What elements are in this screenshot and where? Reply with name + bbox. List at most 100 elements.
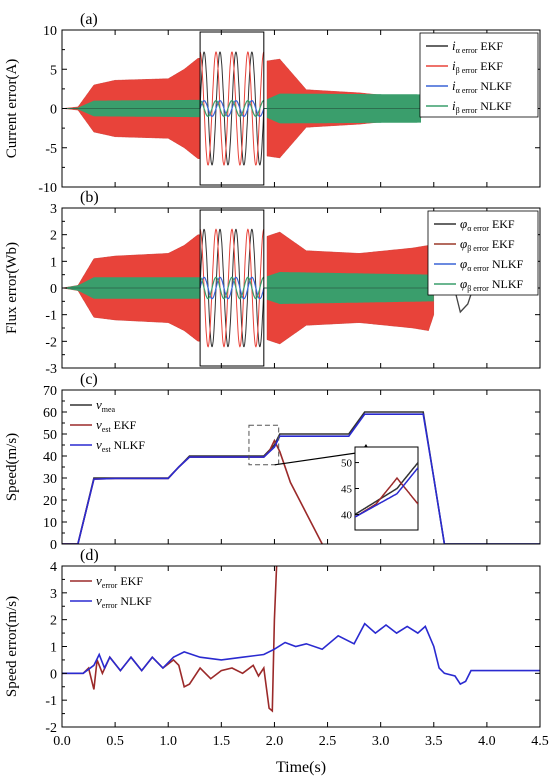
legend-entry-0: verror EKF bbox=[96, 573, 143, 590]
ytick-label-1: -1 bbox=[45, 694, 57, 709]
window-sine-beta-ekf bbox=[199, 51, 265, 166]
xtick-label-2: 1.0 bbox=[159, 734, 177, 749]
ytick-label-2: -1 bbox=[45, 309, 57, 324]
y-axis-label: Speed(m/s) bbox=[4, 433, 20, 501]
ytick-label-3: 5 bbox=[50, 63, 57, 78]
inset-series-0 bbox=[355, 462, 418, 516]
panel-label: (d) bbox=[80, 547, 99, 564]
y-axis-label: Flux error(Wb) bbox=[4, 242, 20, 334]
inset-ytick-label-0: 40 bbox=[341, 509, 353, 521]
legend-sub: α error bbox=[467, 224, 489, 233]
inset-ytick-label-2: 50 bbox=[341, 458, 353, 470]
legend-sub: α error bbox=[467, 264, 489, 273]
inset-frame bbox=[354, 446, 419, 531]
legend-sub: β error bbox=[456, 66, 478, 75]
y-axis-label: Speed error(m/s) bbox=[4, 596, 20, 697]
legend-sub: mea bbox=[102, 405, 116, 414]
legend-suffix: NLKF bbox=[489, 277, 524, 291]
window-frame bbox=[199, 31, 265, 186]
panel-2: 404550010203040506070Speed(m/s)(c)vmeave… bbox=[4, 371, 541, 553]
legend-sub: est bbox=[102, 425, 112, 434]
window-frame bbox=[199, 209, 265, 367]
inset-series-2 bbox=[355, 467, 418, 518]
xtick-label-9: 4.5 bbox=[531, 734, 549, 749]
legend-sym: v bbox=[96, 417, 102, 432]
legend-box bbox=[419, 32, 539, 118]
ytick-label-5: 50 bbox=[43, 428, 57, 443]
panel-label: (a) bbox=[80, 11, 98, 28]
panel-3: -2 -1 0 1 2 3 4 0.0 0.5 1.0 1.5 2.0 2.5 3.0 3.5 4.0 4.5 S… bbox=[4, 547, 549, 776]
inset-ytick-label-1: 45 bbox=[341, 484, 353, 496]
legend-suffix: NLKF bbox=[489, 257, 524, 271]
legend-sub: α error bbox=[456, 86, 478, 95]
xtick-label-6: 3.0 bbox=[372, 734, 390, 749]
legend-sub: α error bbox=[456, 46, 478, 55]
xtick-label-1: 0.5 bbox=[106, 734, 124, 749]
plot-area bbox=[62, 30, 422, 187]
legend-entry-0: φα error EKF bbox=[460, 216, 515, 233]
ytick-label-4: 2 bbox=[50, 614, 57, 629]
legend-sub: error bbox=[102, 601, 118, 610]
xtick-label-5: 2.5 bbox=[319, 734, 337, 749]
plot-area bbox=[62, 566, 540, 713]
zoom-arrow-line bbox=[274, 450, 371, 466]
window-sine-beta-ekf bbox=[199, 228, 265, 348]
legend-suffix: NLKF bbox=[477, 99, 512, 113]
legend-sym: v bbox=[96, 437, 102, 452]
xtick-label-7: 3.5 bbox=[425, 734, 443, 749]
legend-suffix: EKF bbox=[489, 217, 515, 231]
panel-label: (b) bbox=[80, 189, 99, 206]
legend-entry-2: φα error NLKF bbox=[460, 256, 524, 273]
ytick-label-6: 3 bbox=[50, 202, 57, 217]
ytick-label-6: 4 bbox=[50, 560, 57, 575]
legend-sub: est bbox=[102, 445, 112, 454]
legend-sym: i bbox=[452, 78, 456, 93]
legend-entry-2: vest NLKF bbox=[96, 437, 145, 454]
ytick-label-0: -10 bbox=[38, 181, 57, 196]
legend-sym: v bbox=[96, 397, 102, 412]
legend-suffix: NLKF bbox=[477, 79, 512, 93]
legend-suffix: NLKF bbox=[111, 438, 146, 452]
xtick-label-3: 1.5 bbox=[213, 734, 231, 749]
ytick-label-0: 0 bbox=[50, 538, 57, 553]
ytick-label-6: 60 bbox=[43, 406, 57, 421]
legend-sub: β error bbox=[456, 106, 478, 115]
x-axis-label: Time(s) bbox=[276, 759, 326, 776]
xtick-label-8: 4.0 bbox=[478, 734, 496, 749]
legend-entry-2: iα error NLKF bbox=[452, 78, 512, 95]
xtick-label-4: 2.0 bbox=[266, 734, 284, 749]
legend-sym: v bbox=[96, 573, 102, 588]
legend-entry-3: iβ error NLKF bbox=[452, 98, 512, 115]
legend-suffix: NLKF bbox=[117, 594, 152, 608]
legend-sym: i bbox=[452, 38, 456, 53]
ytick-label-4: 1 bbox=[50, 255, 57, 270]
legend-sym: v bbox=[96, 593, 102, 608]
legend-sym: φ bbox=[460, 216, 467, 231]
legend-sym: φ bbox=[460, 276, 467, 291]
legend-suffix: EKF bbox=[477, 39, 503, 53]
legend-sub: β error bbox=[467, 244, 489, 253]
ytick-label-1: 10 bbox=[43, 516, 57, 531]
ytick-label-7: 70 bbox=[43, 384, 57, 399]
legend-entry-0: vmea bbox=[96, 397, 116, 414]
legend-sub: error bbox=[102, 581, 118, 590]
legend-sym: i bbox=[452, 58, 456, 73]
panel-label: (c) bbox=[80, 371, 98, 388]
legend-sub: β error bbox=[467, 284, 489, 293]
legend-entry-1: vest EKF bbox=[96, 417, 137, 434]
legend-entry-1: iβ error EKF bbox=[452, 58, 503, 75]
legend-entry-3: φβ error NLKF bbox=[460, 276, 523, 293]
legend-suffix: EKF bbox=[489, 237, 515, 251]
ytick-label-2: 20 bbox=[43, 494, 57, 509]
legend-suffix: EKF bbox=[477, 59, 503, 73]
legend-sym: i bbox=[452, 98, 456, 113]
ytick-label-1: -5 bbox=[45, 142, 57, 157]
ytick-label-2: 0 bbox=[50, 103, 57, 118]
legend-suffix: EKF bbox=[117, 574, 143, 588]
legend-sym: φ bbox=[460, 236, 467, 251]
legend-entry-1: φβ error EKF bbox=[460, 236, 515, 253]
ytick-label-3: 30 bbox=[43, 472, 57, 487]
